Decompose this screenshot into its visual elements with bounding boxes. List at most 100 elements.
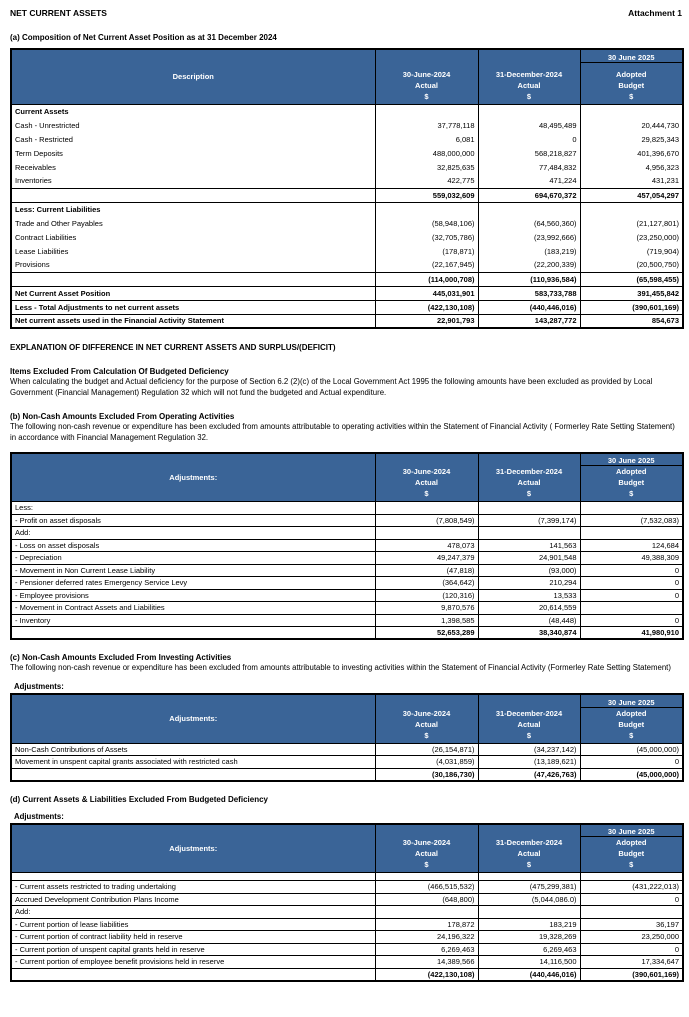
row-value: 22,901,793: [374, 313, 478, 329]
table-row: Current Assets: [10, 104, 683, 118]
row-value: [579, 202, 683, 216]
section-d-heading: (d) Current Assets & Liabilities Exclude…: [10, 794, 268, 804]
row-value: 124,684: [579, 538, 683, 552]
row-label: [10, 872, 375, 881]
row-value: 19,328,269: [477, 930, 580, 944]
row-value: 20,444,730: [579, 118, 683, 132]
row-value: 49,247,379: [374, 551, 478, 565]
row-value: 0: [579, 942, 683, 956]
table-row: Inventories 422,775 471,224 431,231: [10, 174, 683, 188]
row-value: 41,980,910: [579, 626, 683, 640]
row-value: [374, 872, 478, 881]
row-label: Receivables: [10, 160, 375, 174]
row-value: (719,904): [579, 244, 683, 258]
row-label: Net current assets used in the Financial…: [10, 313, 375, 329]
column-header-december-2024: 31-December-2024 Actual $: [477, 694, 580, 744]
items-excluded-text: When calculating the budget and Actual d…: [10, 377, 653, 397]
document-header: NET CURRENT ASSETS Attachment 1: [10, 8, 682, 18]
composition-table-body: Current Assets Cash - Unrestricted 37,778,…: [10, 104, 683, 329]
row-value: 9,870,576: [374, 601, 478, 615]
column-header-december-2024: 31-December-2024 Actual $: [477, 452, 580, 502]
row-value: 422,775: [374, 174, 478, 188]
row-value: (47,426,763): [477, 767, 580, 782]
row-value: 0: [579, 613, 683, 627]
row-value: 854,673: [579, 313, 683, 329]
row-value: [477, 202, 580, 216]
investing-adjustments-table: Adjustments: 30-June-2024 Actual $ 31-De…: [10, 693, 684, 782]
row-label: - Loss on asset disposals: [10, 538, 375, 552]
row-value: 48,495,489: [477, 118, 580, 132]
row-value: 178,872: [374, 917, 478, 931]
row-value: [477, 104, 580, 118]
section-c-text: The following non-cash revenue or expend…: [10, 663, 671, 673]
column-header-line: Adopted: [616, 69, 647, 79]
column-header-line: 30-June-2024: [402, 838, 451, 848]
row-value: 23,250,000: [579, 930, 683, 944]
row-label: Accrued Development Contribution Plans I…: [10, 892, 375, 906]
column-header-line: 30-June-2024: [402, 69, 451, 79]
row-value: (5,044,086.0): [477, 892, 580, 906]
row-value: 568,218,827: [477, 146, 580, 160]
operating-adjustments-table: Adjustments: 30-June-2024 Actual $ 31-De…: [10, 451, 684, 641]
table-row: - Employee provisions (120,316) 13,533 0: [10, 588, 683, 602]
row-value: [374, 501, 478, 515]
row-value: (390,601,169): [579, 967, 683, 982]
row-value: (45,000,000): [579, 742, 683, 756]
row-value: (475,299,381): [477, 880, 580, 894]
row-label: Movement in unspent capital grants assoc…: [10, 755, 375, 769]
row-value: 52,653,289: [374, 626, 478, 640]
row-value: 0: [579, 892, 683, 906]
row-value: 77,484,832: [477, 160, 580, 174]
column-header-line: Actual: [517, 719, 541, 729]
row-value: 583,733,788: [477, 285, 580, 301]
row-value: 4,956,323: [579, 160, 683, 174]
table-row: Provisions (22,167,945) (22,200,339) (20,50…: [10, 258, 683, 272]
column-header-adjustments: Adjustments:: [10, 452, 375, 502]
row-value: (114,000,708): [374, 271, 478, 287]
column-header-adopted-budget: Adopted Budget $: [579, 465, 683, 502]
row-value: (431,222,013): [579, 880, 683, 894]
row-value: (440,446,016): [477, 967, 580, 982]
attachment-label: Attachment 1: [628, 8, 682, 18]
table-row: - Inventory 1,398,585 (48,448) 0: [10, 613, 683, 627]
row-value: (34,237,142): [477, 742, 580, 756]
section-b-heading: (b) Non-Cash Amounts Excluded From Opera…: [10, 411, 235, 421]
table-row: - Current portion of contract liability …: [10, 930, 683, 944]
column-header-line: 30-June-2024: [402, 708, 451, 718]
column-header-june-2024: 30-June-2024 Actual $: [374, 452, 478, 502]
row-value: (648,800): [374, 892, 478, 906]
row-value: (422,130,108): [374, 299, 478, 315]
table-row: 559,032,609 694,670,372 457,054,297: [10, 187, 683, 203]
column-header-line: $: [424, 860, 429, 870]
row-label: - Current portion of contract liability …: [10, 930, 375, 944]
composition-table-header: Description 30-June-2024 Actual $ 31-Dec…: [10, 49, 683, 104]
row-value: 24,196,322: [374, 930, 478, 944]
row-value: [579, 601, 683, 615]
row-label: Cash - Unrestricted: [10, 118, 375, 132]
table-row: Add:: [10, 526, 683, 540]
row-label: - Current portion of unspent capital gra…: [10, 942, 375, 956]
table-row: Cash - Unrestricted 37,778,118 48,495,489 2…: [10, 118, 683, 132]
table-row: - Current portion of lease liabilities 17…: [10, 917, 683, 931]
column-header-line: Budget: [618, 478, 645, 488]
section-c-heading: (c) Non-Cash Amounts Excluded From Inves…: [10, 653, 232, 663]
column-header-adjustments: Adjustments:: [10, 823, 375, 873]
row-label: Less: Current Liabilities: [10, 202, 375, 216]
row-value: 17,334,647: [579, 955, 683, 969]
row-label: Lease Liabilities: [10, 244, 375, 258]
row-label: [10, 271, 375, 287]
row-value: 471,224: [477, 174, 580, 188]
row-label: - Profit on asset disposals: [10, 513, 375, 527]
row-value: (21,127,801): [579, 216, 683, 230]
table-row: Net Current Asset Position 445,031,901 583…: [10, 285, 683, 301]
investing-adjustments-table-header: Adjustments: 30-June-2024 Actual $ 31-De…: [10, 694, 683, 744]
column-header-line: $: [629, 489, 634, 499]
row-label: [10, 187, 375, 203]
budgeted-deficiency-table: Adjustments: 30-June-2024 Actual $ 31-De…: [10, 822, 684, 982]
row-label: - Current portion of lease liabilities: [10, 917, 375, 931]
row-value: 488,000,000: [374, 146, 478, 160]
column-header-line: Actual: [415, 80, 438, 90]
table-row: Add:: [10, 905, 683, 919]
row-value: 49,388,309: [579, 551, 683, 565]
row-value: 559,032,609: [374, 187, 478, 203]
